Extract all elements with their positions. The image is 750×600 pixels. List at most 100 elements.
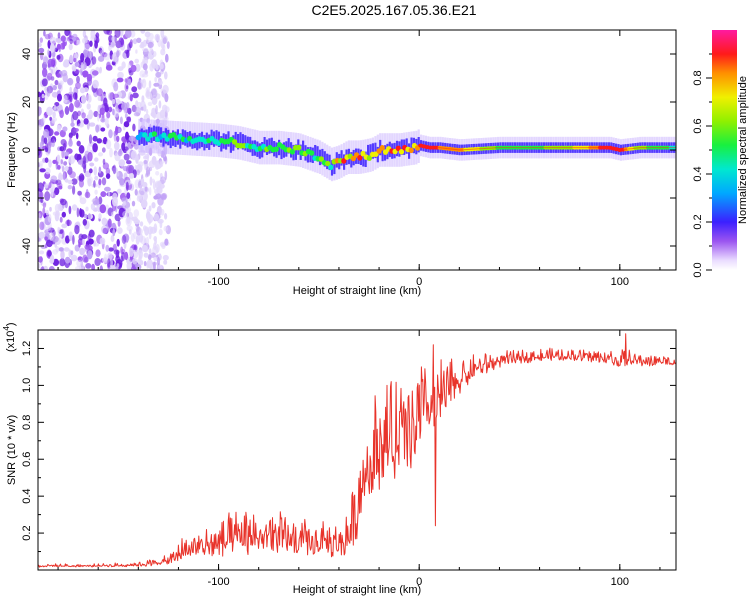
band-core-slice — [333, 158, 336, 175]
noise-speck — [117, 149, 123, 157]
noise-speck — [49, 232, 54, 242]
noise-speck — [75, 132, 79, 140]
noise-speck — [100, 118, 106, 123]
noise-speck — [72, 185, 76, 195]
colorbar: 0.0 0.2 0.4 0.6 0.8 Normalized spectral ampl… — [692, 30, 749, 278]
noise-speck — [85, 263, 92, 269]
noise-speck — [116, 135, 120, 142]
noise-speck — [99, 265, 103, 270]
noise-speck — [160, 48, 166, 56]
band-core-slice — [217, 131, 220, 147]
noise-speck — [153, 195, 159, 200]
noise-speck — [86, 73, 93, 82]
noise-speck — [38, 47, 45, 54]
band-core-slice — [244, 135, 247, 151]
band-core-slice — [410, 137, 413, 153]
noise-speck — [57, 93, 62, 102]
noise-speck — [71, 65, 77, 72]
noise-speck — [63, 247, 70, 252]
noise-speck — [125, 181, 129, 191]
ridge-point — [366, 155, 372, 161]
colorbar-tick-label: 0.6 — [692, 118, 704, 133]
noise-speck — [120, 246, 124, 255]
noise-speck — [121, 234, 127, 244]
ridge-point — [309, 150, 315, 156]
noise-speck — [126, 225, 133, 232]
noise-speck — [47, 213, 52, 223]
noise-speck — [153, 261, 156, 270]
band-core-slice — [172, 130, 175, 146]
noise-speck — [128, 247, 134, 257]
noise-speck — [153, 242, 157, 250]
noise-speck — [55, 37, 62, 43]
noise-speck — [46, 106, 53, 117]
noise-speck — [99, 107, 106, 115]
noise-speck — [105, 244, 110, 252]
noise-speck — [130, 64, 137, 73]
noise-speck — [88, 238, 94, 245]
noise-speck — [48, 266, 55, 270]
noise-speck — [60, 35, 66, 42]
noise-speck — [69, 86, 72, 93]
noise-speck — [155, 243, 160, 253]
noise-speck — [132, 123, 136, 132]
noise-speck — [94, 175, 99, 181]
noise-speck — [55, 246, 60, 253]
band-core-slice — [229, 137, 232, 153]
ridge-point — [341, 158, 347, 164]
snr-frame — [37, 329, 677, 571]
spectrogram-ylabel: Frequency (Hz) — [6, 112, 18, 188]
noise-speck — [93, 242, 100, 247]
noise-speck — [94, 40, 98, 49]
noise-speck — [148, 32, 154, 41]
noise-speck — [149, 186, 152, 196]
noise-speck — [145, 91, 153, 100]
noise-speck — [116, 238, 120, 247]
noise-speck — [124, 82, 129, 92]
band-core-slice — [294, 144, 297, 160]
noise-speck — [117, 227, 123, 235]
noise-speck — [134, 143, 139, 150]
noise-speck — [64, 151, 70, 156]
noise-speck — [145, 166, 151, 175]
noise-speck — [64, 256, 71, 264]
noise-speck — [72, 234, 75, 245]
noise-speck — [44, 33, 51, 40]
noise-speck — [155, 171, 160, 176]
band-core-slice — [143, 130, 146, 146]
noise-speck — [140, 30, 146, 34]
noise-speck — [75, 82, 81, 90]
band-core-slice — [169, 132, 172, 149]
noise-speck — [164, 93, 169, 103]
noise-speck — [159, 63, 164, 70]
noise-speck — [38, 212, 41, 219]
noise-speck — [103, 97, 108, 107]
noise-speck — [83, 213, 88, 219]
noise-speck — [117, 71, 124, 79]
noise-speck — [104, 253, 108, 262]
noise-speck — [135, 235, 140, 245]
noise-speck — [139, 260, 144, 266]
noise-speck — [123, 146, 129, 151]
ridge-point — [379, 145, 385, 151]
noise-speck — [117, 219, 121, 227]
noise-speck — [136, 250, 143, 255]
noise-speck — [82, 155, 87, 165]
noise-speck — [60, 198, 67, 206]
noise-speck — [155, 71, 162, 78]
noise-speck — [88, 229, 95, 238]
noise-speck — [116, 171, 120, 177]
spectrogram-xtick-label: 0 — [416, 276, 422, 288]
snr-plot: -100 0 100 0.2 0.4 0.6 0.8 1.0 1.2 Height of str… — [2, 322, 677, 596]
ridge-centre-line — [419, 144, 676, 151]
noise-speck — [160, 30, 165, 39]
noise-speck — [78, 145, 85, 154]
noise-speck — [42, 207, 46, 217]
noise-speck — [163, 116, 169, 121]
noise-speck — [59, 216, 63, 223]
noise-speck — [98, 166, 102, 174]
noise-speck — [151, 59, 158, 69]
noise-speck — [151, 155, 157, 165]
snr-ytick-label: 0.8 — [21, 415, 33, 430]
noise-speck — [129, 94, 133, 102]
